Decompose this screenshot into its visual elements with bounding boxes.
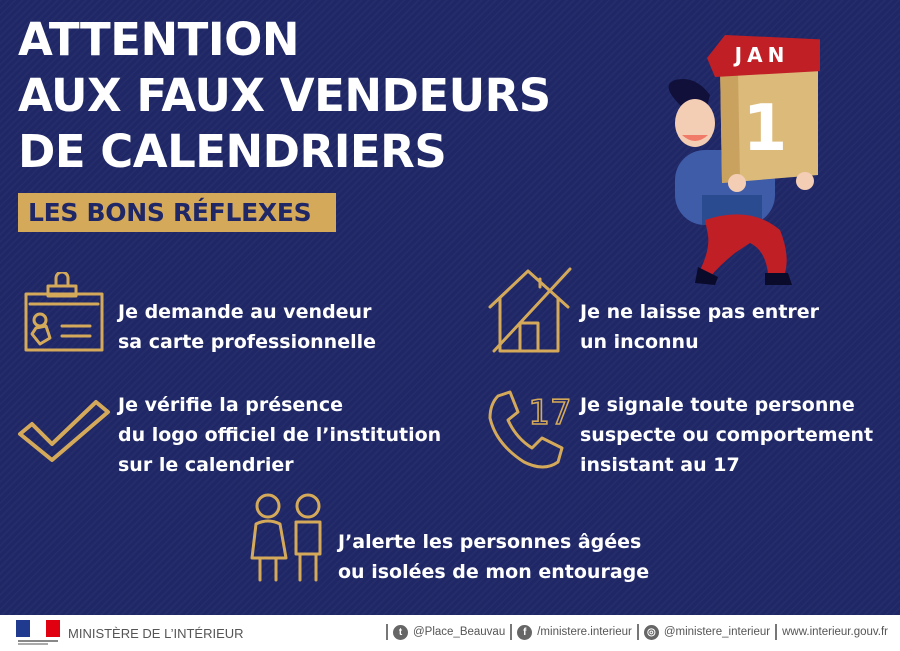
facebook-link[interactable]: /ministere.interieur (537, 626, 632, 638)
tip-item-stranger: Je ne laisse pas entrer un inconnu (580, 297, 819, 357)
twitter-icon: t (392, 624, 408, 640)
checkmark-icon (18, 400, 110, 462)
tip-item-official-logo: Je vérifie la présence du logo officiel … (118, 390, 441, 480)
poster-title: ATTENTION AUX FAUX VENDEURS DE CALENDRIE… (18, 12, 551, 180)
republique-francaise-logo (16, 620, 60, 645)
divider (510, 624, 513, 640)
instagram-icon: ◎ (643, 624, 659, 640)
ministry-name: MINISTÈRE DE L’INTÉRIEUR (68, 626, 244, 641)
tip-text: Je ne laisse pas entrer (580, 301, 820, 323)
tip-text: du logo officiel de l’institution (118, 424, 442, 446)
tip-text: sur le calendrier (118, 454, 294, 476)
house-crossed-icon (488, 267, 572, 353)
title-line: DE CALENDRIERS (18, 125, 447, 178)
divider (636, 624, 639, 640)
footer: MINISTÈRE DE L’INTÉRIEUR t @Place_Beauva… (0, 615, 900, 651)
phone-icon-number: 17 (528, 393, 571, 433)
tip-text: suspecte ou comportement (580, 424, 874, 446)
twitter-link[interactable]: @Place_Beauvau (412, 626, 506, 638)
tip-text: insistant au 17 (580, 454, 740, 476)
social-links: t @Place_Beauvau f /ministere.interieur … (385, 624, 888, 640)
calendar-month: JAN (733, 43, 790, 67)
divider (385, 624, 388, 640)
tip-text: Je signale toute personne (580, 394, 855, 416)
title-line: ATTENTION (18, 13, 300, 66)
phone-icon: 17 (488, 390, 572, 469)
subtitle-badge: LES BONS RÉFLEXES (18, 193, 336, 232)
tip-item-alert-elderly: J’alerte les personnes âgées ou isolées … (338, 527, 649, 587)
poster: ATTENTION AUX FAUX VENDEURS DE CALENDRIE… (0, 0, 900, 615)
divider (775, 624, 778, 640)
tip-text: Je demande au vendeur (118, 301, 372, 323)
tip-text: Je vérifie la présence (118, 394, 343, 416)
instagram-link[interactable]: @ministere_interieur (663, 626, 771, 638)
elderly-people-icon (250, 493, 322, 582)
tip-text: sa carte professionnelle (118, 331, 376, 353)
facebook-icon: f (517, 624, 533, 640)
website-link[interactable]: www.interieur.gouv.fr (782, 626, 888, 638)
tip-item-report-17: Je signale toute personne suspecte ou co… (580, 390, 873, 480)
calendar-day: 1 (743, 92, 788, 166)
title-line: AUX FAUX VENDEURS (18, 69, 551, 122)
man-carrying-calendar-illustration: JAN 1 (668, 35, 820, 285)
tip-text: un inconnu (580, 331, 699, 353)
tip-text: J’alerte les personnes âgées (338, 531, 642, 553)
tip-item-professional-card: Je demande au vendeur sa carte professio… (118, 297, 376, 357)
tip-text: ou isolées de mon entourage (338, 561, 650, 583)
id-badge-icon (24, 272, 104, 352)
